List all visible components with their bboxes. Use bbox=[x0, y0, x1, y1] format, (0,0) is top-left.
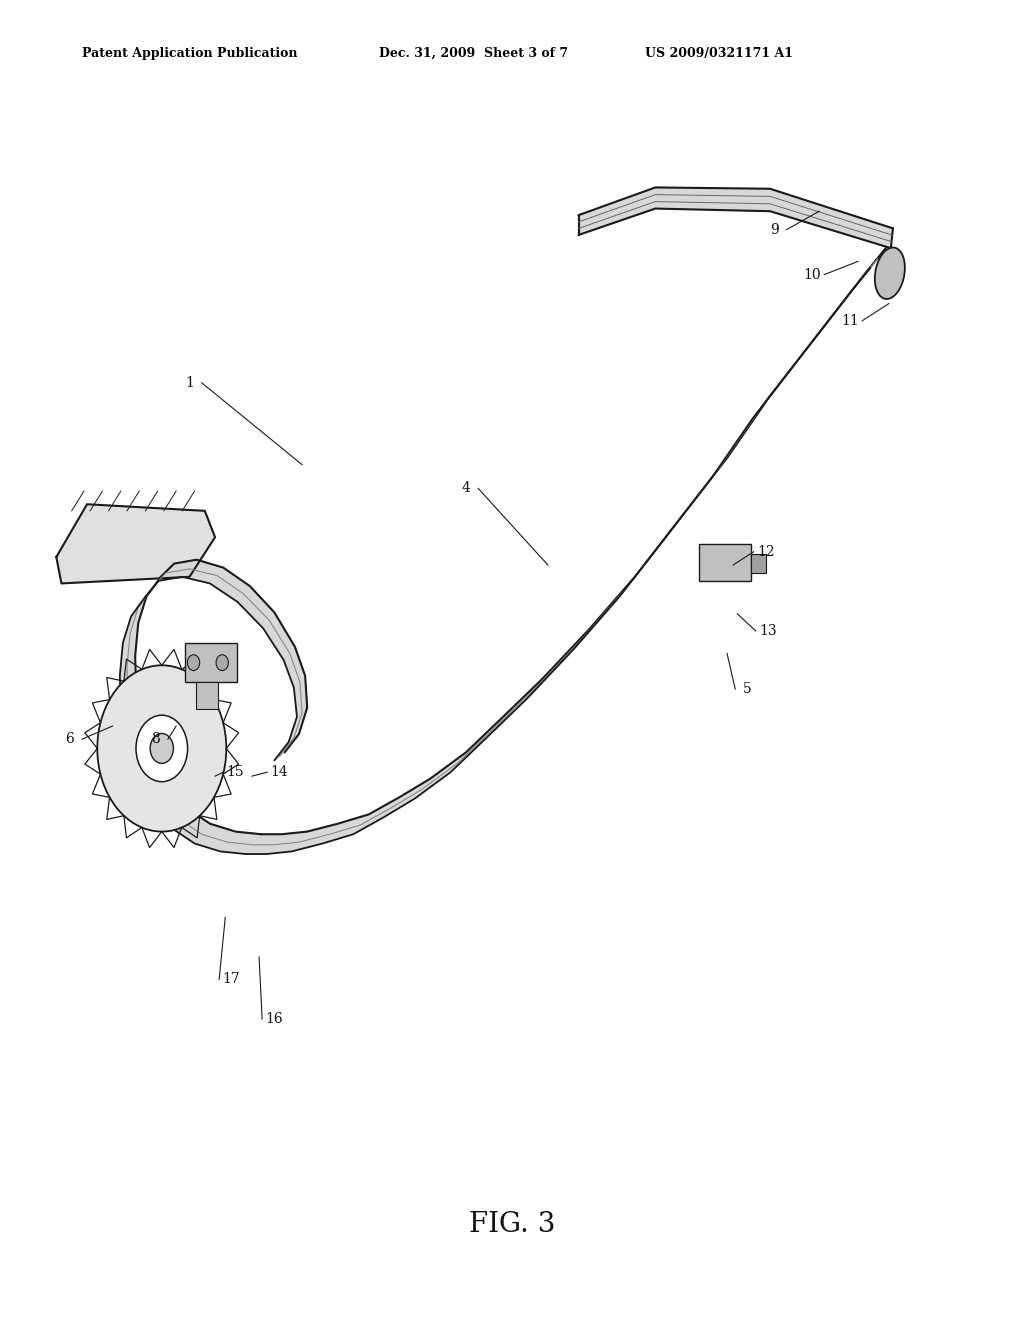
Polygon shape bbox=[145, 560, 307, 760]
Text: 16: 16 bbox=[265, 1012, 284, 1026]
Ellipse shape bbox=[874, 247, 905, 300]
Text: FIG. 3: FIG. 3 bbox=[469, 1212, 555, 1238]
Circle shape bbox=[187, 655, 200, 671]
Text: 8: 8 bbox=[152, 733, 160, 746]
Text: 11: 11 bbox=[841, 314, 859, 327]
Text: 14: 14 bbox=[270, 766, 289, 779]
Text: Dec. 31, 2009  Sheet 3 of 7: Dec. 31, 2009 Sheet 3 of 7 bbox=[379, 46, 568, 59]
Text: 5: 5 bbox=[743, 682, 752, 696]
Text: 10: 10 bbox=[803, 268, 821, 281]
FancyBboxPatch shape bbox=[196, 682, 218, 709]
Polygon shape bbox=[120, 577, 261, 854]
Text: 15: 15 bbox=[226, 766, 245, 779]
Text: 4: 4 bbox=[462, 482, 470, 495]
Polygon shape bbox=[246, 248, 886, 854]
Polygon shape bbox=[56, 504, 215, 583]
Polygon shape bbox=[579, 187, 893, 248]
Text: 12: 12 bbox=[757, 545, 775, 558]
Text: 13: 13 bbox=[759, 624, 777, 638]
Text: 6: 6 bbox=[66, 733, 74, 746]
Text: 17: 17 bbox=[222, 973, 241, 986]
Circle shape bbox=[216, 655, 228, 671]
Circle shape bbox=[97, 665, 226, 832]
FancyBboxPatch shape bbox=[751, 554, 766, 573]
FancyBboxPatch shape bbox=[185, 643, 237, 682]
Text: 1: 1 bbox=[185, 376, 194, 389]
FancyBboxPatch shape bbox=[699, 544, 751, 581]
Text: US 2009/0321171 A1: US 2009/0321171 A1 bbox=[645, 46, 794, 59]
Circle shape bbox=[136, 715, 187, 781]
Text: Patent Application Publication: Patent Application Publication bbox=[82, 46, 297, 59]
Text: 9: 9 bbox=[770, 223, 778, 236]
Circle shape bbox=[151, 734, 173, 763]
